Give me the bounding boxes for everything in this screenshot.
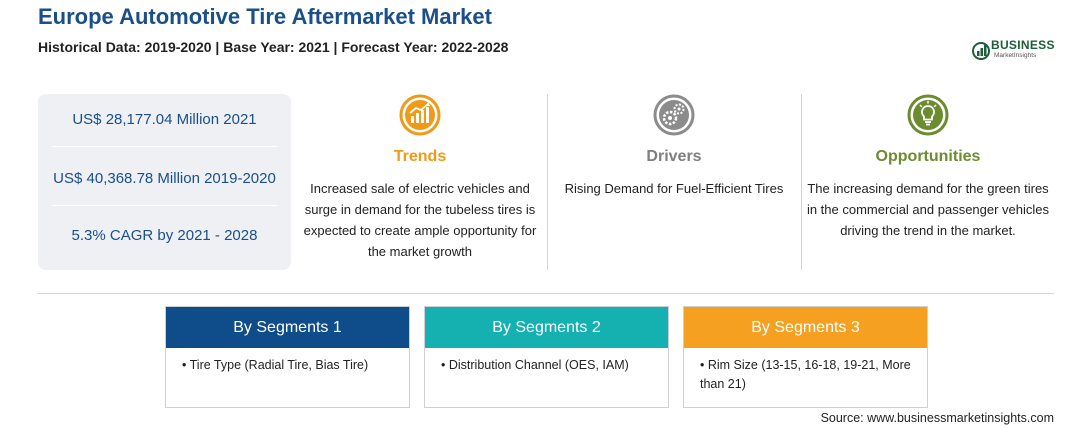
gears-icon bbox=[653, 94, 695, 136]
segment-card-3: By Segments 3 • Rim Size (13-15, 16-18, … bbox=[683, 306, 928, 408]
column-divider bbox=[801, 94, 802, 270]
logo-icon bbox=[972, 42, 990, 60]
opportunities-text: The increasing demand for the green tire… bbox=[806, 181, 1050, 238]
stat-cagr: 5.3% CAGR by 2021 - 2028 bbox=[71, 227, 258, 244]
logo-name: BUSINESS bbox=[991, 38, 1055, 52]
drivers-heading: Drivers bbox=[646, 148, 702, 165]
trends-text: Increased sale of electric vehicles and … bbox=[303, 181, 537, 259]
stats-panel: US$ 28,177.04 Million 2021 US$ 40,368.78… bbox=[38, 94, 291, 270]
growth-chart-icon bbox=[399, 94, 441, 136]
segment-3-item: • Rim Size (13-15, 16-18, 19-21, More th… bbox=[700, 358, 911, 391]
section-divider bbox=[38, 293, 1054, 294]
segment-1-title: By Segments 1 bbox=[166, 307, 409, 348]
lightbulb-icon bbox=[907, 94, 949, 136]
opportunities-heading: Opportunities bbox=[875, 148, 981, 165]
logo-tagline: MarketInsights bbox=[994, 52, 1037, 59]
segment-3-title: By Segments 3 bbox=[684, 307, 927, 348]
segment-2-item: • Distribution Channel (OES, IAM) bbox=[441, 358, 629, 372]
page-title: Europe Automotive Tire Aftermarket Marke… bbox=[38, 4, 492, 29]
column-divider bbox=[547, 94, 548, 270]
segment-2-title: By Segments 2 bbox=[425, 307, 668, 348]
segment-card-1: By Segments 1 • Tire Type (Radial Tire, … bbox=[165, 306, 410, 408]
trends-heading: Trends bbox=[393, 148, 447, 165]
stat-divider bbox=[52, 146, 277, 147]
segment-1-item: • Tire Type (Radial Tire, Bias Tire) bbox=[182, 358, 369, 372]
stat-divider bbox=[52, 205, 277, 206]
source-credit: Source: www.businessmarketinsights.com bbox=[820, 411, 1054, 425]
page-subtitle: Historical Data: 2019-2020 | Base Year: … bbox=[38, 39, 509, 55]
stat-value-historical: US$ 40,368.78 Million 2019-2020 bbox=[53, 170, 276, 187]
company-logo: BUSINESS MarketInsights bbox=[972, 36, 1062, 66]
drivers-text: Rising Demand for Fuel-Efficient Tires bbox=[564, 181, 784, 196]
stat-value-2021: US$ 28,177.04 Million 2021 bbox=[72, 111, 257, 128]
segment-card-2: By Segments 2 • Distribution Channel (OE… bbox=[424, 306, 669, 408]
